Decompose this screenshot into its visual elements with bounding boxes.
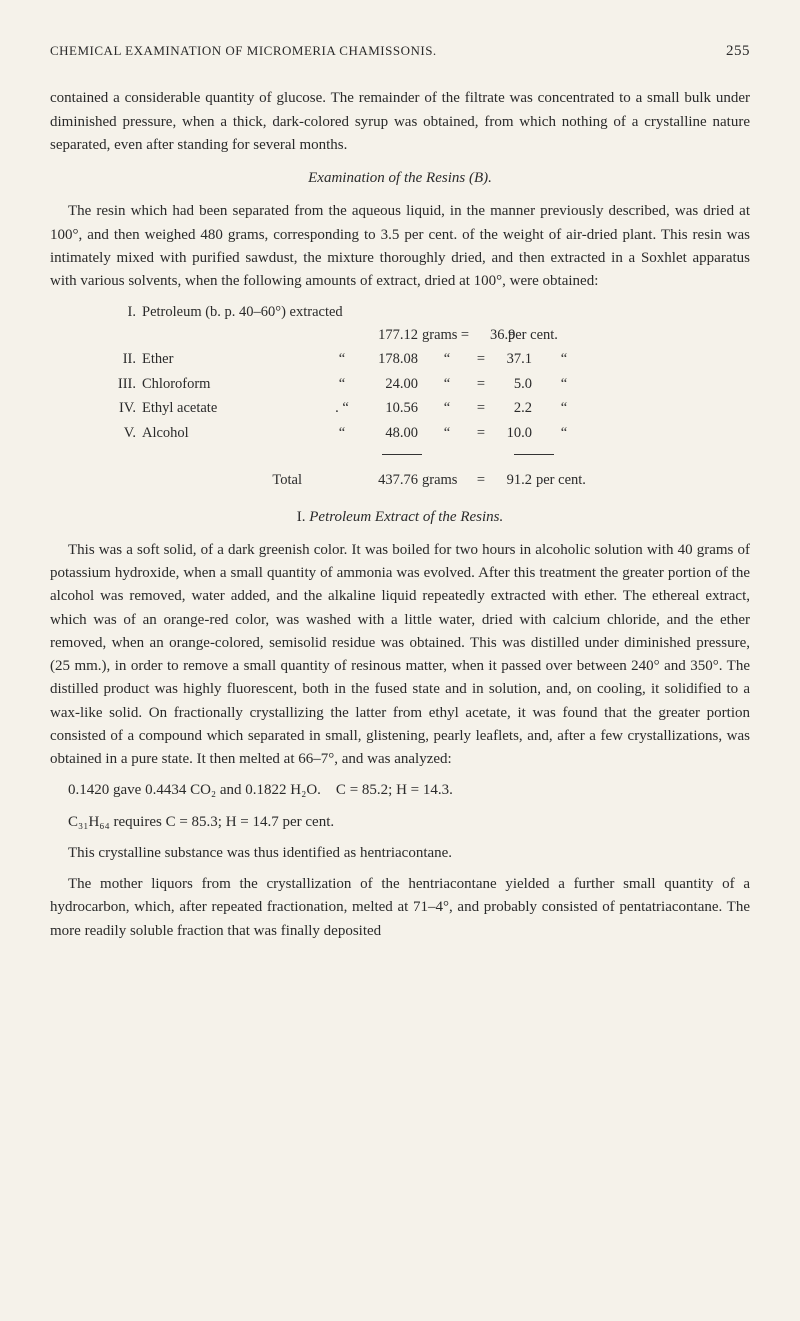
ditto-mark: . “ xyxy=(322,397,362,419)
row-equals: = xyxy=(472,422,490,444)
page-header: CHEMICAL EXAMINATION OF MICROMERIA CHAMI… xyxy=(50,40,750,63)
table-rules xyxy=(110,452,750,459)
table-row: I. Petroleum (b. p. 40–60°) extracted 17… xyxy=(110,301,750,346)
row-result: 5.0 xyxy=(490,373,536,395)
paragraph-6: This crystalline substance was thus iden… xyxy=(50,842,750,865)
row-value: 10.56 xyxy=(362,397,422,419)
row-result: 37.1 xyxy=(490,348,536,370)
total-unit: grams xyxy=(422,469,472,491)
row-unit: “ xyxy=(422,397,472,419)
row-value: 24.00 xyxy=(362,373,422,395)
row-unit: “ xyxy=(422,348,472,370)
row-suffix: “ xyxy=(536,348,592,370)
row-value: 177.12 xyxy=(362,324,422,346)
row-equals: = xyxy=(472,397,490,419)
row-suffix: “ xyxy=(536,397,592,419)
row-unit: “ xyxy=(422,373,472,395)
extract-table: I. Petroleum (b. p. 40–60°) extracted 17… xyxy=(110,301,750,444)
page-number: 255 xyxy=(726,40,750,63)
row-value: 48.00 xyxy=(362,422,422,444)
row-name: Petroleum (b. p. 40–60°) extracted xyxy=(142,301,422,323)
row-value: 178.08 xyxy=(362,348,422,370)
row-result: 36.9 xyxy=(490,324,508,346)
row-suffix: “ xyxy=(536,373,592,395)
ditto-mark: “ xyxy=(322,348,362,370)
ditto-mark: “ xyxy=(322,422,362,444)
row-unit: “ xyxy=(422,422,472,444)
total-value: 437.76 xyxy=(362,469,422,491)
rule xyxy=(514,454,554,455)
running-title: CHEMICAL EXAMINATION OF MICROMERIA CHAMI… xyxy=(50,41,437,61)
row-result: 10.0 xyxy=(490,422,536,444)
table-row: IV. Ethyl acetate . “ 10.56 “ = 2.2 “ xyxy=(110,397,750,419)
total-equals: = xyxy=(472,469,490,491)
analysis-line-1: 0.1420 gave 0.4434 CO₂ and 0.1822 H₂O. C… xyxy=(50,779,750,802)
paragraph-7: The mother liquors from the crystallizat… xyxy=(50,873,750,943)
table-total-row: Total 437.76 grams = 91.2 per cent. xyxy=(110,469,750,491)
row-roman: V. xyxy=(110,422,142,444)
paragraph-3: This was a soft solid, of a dark greenis… xyxy=(50,539,750,772)
table-row: V. Alcohol “ 48.00 “ = 10.0 “ xyxy=(110,422,750,444)
row-roman: III. xyxy=(110,373,142,395)
row-roman: IV. xyxy=(110,397,142,419)
row-roman: I. xyxy=(110,301,142,323)
row-roman: II. xyxy=(110,348,142,370)
total-result: 91.2 xyxy=(490,469,536,491)
row-suffix: “ xyxy=(536,422,592,444)
total-suffix: per cent. xyxy=(536,469,592,491)
row-equals: = xyxy=(472,373,490,395)
paragraph-2: The resin which had been separated from … xyxy=(50,200,750,293)
subsection-text: Petroleum Extract of the Resins. xyxy=(309,509,503,525)
row-name: Ether xyxy=(142,348,322,370)
row-result: 2.2 xyxy=(490,397,536,419)
rule xyxy=(382,454,422,455)
row-equals: = xyxy=(440,324,490,346)
subsection-number: I. xyxy=(297,509,306,525)
ditto-mark: “ xyxy=(322,373,362,395)
total-label: Total xyxy=(142,469,322,491)
row-unit: grams xyxy=(422,324,440,346)
row-name: Chloroform xyxy=(142,373,322,395)
analysis-line-2: C₃₁H₆₄ requires C = 85.3; H = 14.7 per c… xyxy=(50,811,750,834)
section-title-examination: Examination of the Resins (B). xyxy=(50,167,750,190)
row-name: Alcohol xyxy=(142,422,322,444)
table-row: II. Ether “ 178.08 “ = 37.1 “ xyxy=(110,348,750,370)
row-name: Ethyl acetate xyxy=(142,397,322,419)
table-row: III. Chloroform “ 24.00 “ = 5.0 “ xyxy=(110,373,750,395)
subsection-title: I. Petroleum Extract of the Resins. xyxy=(50,506,750,529)
row-equals: = xyxy=(472,348,490,370)
row-suffix: per cent. xyxy=(508,324,554,346)
paragraph-1: contained a considerable quantity of glu… xyxy=(50,87,750,157)
